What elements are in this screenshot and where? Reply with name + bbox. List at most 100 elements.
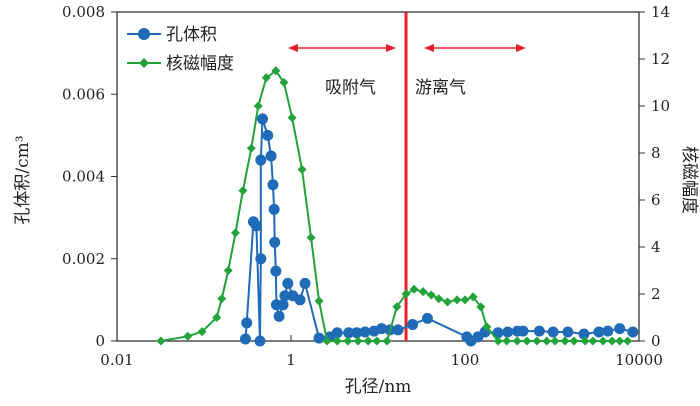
data-point-pore-volume — [359, 326, 371, 338]
data-point-nmr — [212, 313, 222, 322]
data-point-nmr — [246, 143, 256, 153]
data-point-nmr — [522, 336, 532, 346]
data-point-nmr — [314, 296, 324, 306]
data-point-pore-volume — [299, 277, 311, 289]
data-point-nmr — [156, 336, 166, 346]
data-point-nmr — [253, 101, 263, 111]
data-point-nmr — [332, 336, 342, 346]
data-point-pore-volume — [533, 325, 545, 337]
data-point-nmr — [452, 295, 462, 305]
data-point-nmr — [409, 284, 419, 294]
data-point-pore-volume — [294, 294, 306, 306]
data-point-pore-volume — [602, 325, 614, 337]
legend-label-pore-volume: 孔体积 — [166, 25, 217, 45]
data-point-pore-volume — [262, 129, 274, 141]
data-point-nmr — [482, 322, 492, 332]
y-left-tick-label: 0.008 — [62, 3, 105, 21]
y-axis-left-label: 孔体积/cm³ — [13, 135, 33, 224]
legend-label-nmr: 核磁幅度 — [166, 54, 234, 74]
data-point-pore-volume — [517, 325, 529, 337]
data-point-nmr — [363, 336, 373, 346]
data-point-pore-volume — [343, 327, 355, 339]
data-point-nmr — [598, 336, 608, 346]
data-point-nmr — [434, 294, 444, 304]
data-point-nmr — [580, 336, 590, 346]
y-axis-right-label: 核磁幅度 — [679, 146, 699, 214]
arrow-head-right — [516, 44, 526, 52]
data-point-nmr — [230, 228, 240, 238]
data-point-nmr — [392, 302, 402, 312]
data-point-pore-volume — [331, 327, 343, 339]
data-point-pore-volume — [502, 326, 514, 338]
data-point-nmr — [607, 336, 617, 346]
x-tick-label: 1 — [286, 351, 296, 369]
series-line-0 — [244, 118, 634, 343]
data-point-nmr — [512, 336, 522, 346]
data-point-nmr — [542, 336, 552, 346]
data-point-pore-volume — [578, 328, 590, 340]
data-point-pore-volume — [273, 310, 285, 322]
data-point-nmr — [493, 336, 503, 346]
data-point-pore-volume — [492, 327, 504, 339]
arrow-head-right — [386, 44, 396, 52]
data-point-nmr — [343, 336, 353, 346]
annotation-free-gas: 游离气 — [415, 78, 466, 98]
data-point-pore-volume — [254, 335, 266, 347]
free-gas-arrow — [424, 44, 526, 52]
data-point-pore-volume — [255, 253, 267, 265]
y-right-tick-label: 14 — [651, 3, 670, 21]
data-point-pore-volume — [267, 179, 279, 191]
data-point-pore-volume — [627, 326, 639, 338]
x-tick-label: 100 — [451, 351, 480, 369]
y-right-tick-label: 10 — [651, 97, 670, 115]
y-right-tick-label: 4 — [651, 238, 661, 256]
annotation-adsorbed-gas: 吸附气 — [325, 78, 376, 98]
data-point-nmr — [476, 302, 486, 312]
y-left-tick-label: 0.006 — [62, 85, 105, 103]
x-tick-label: 10000 — [615, 351, 663, 369]
y-right-tick-label: 8 — [651, 144, 661, 162]
data-point-pore-volume — [282, 277, 294, 289]
data-point-pore-volume — [351, 327, 363, 339]
data-point-nmr — [197, 327, 207, 337]
data-point-pore-volume — [269, 236, 281, 248]
legend: 孔体积 核磁幅度 — [127, 25, 234, 74]
data-point-nmr — [279, 78, 289, 87]
data-point-pore-volume — [240, 333, 252, 345]
arrow-head-left — [424, 44, 434, 52]
data-point-nmr — [401, 289, 411, 299]
data-point-pore-volume — [256, 113, 268, 125]
data-point-nmr — [223, 266, 233, 275]
data-point-pore-volume — [279, 290, 291, 302]
arrow-head-left — [288, 44, 298, 52]
data-point-pore-volume — [255, 154, 267, 166]
legend-marker-nmr — [139, 58, 149, 68]
data-point-nmr — [418, 287, 428, 297]
x-tick-label: 0.01 — [100, 351, 133, 369]
data-point-nmr — [183, 331, 193, 341]
data-point-pore-volume — [421, 312, 433, 324]
data-point-nmr — [443, 297, 453, 307]
x-axis-label: 孔径/nm — [345, 377, 412, 397]
y-right-tick-label: 6 — [651, 191, 661, 209]
data-point-nmr — [623, 336, 633, 346]
legend-marker-pore-volume — [138, 28, 150, 40]
y-right-tick-label: 12 — [651, 50, 670, 68]
y-right-tick-label: 0 — [651, 332, 661, 350]
data-point-nmr — [569, 336, 579, 346]
y-right-tick-label: 2 — [651, 285, 661, 303]
data-point-nmr — [287, 113, 297, 123]
data-point-nmr — [382, 336, 392, 346]
data-point-nmr — [468, 292, 478, 302]
data-point-nmr — [550, 336, 560, 346]
data-point-nmr — [261, 73, 271, 83]
y-left-tick-label: 0.004 — [62, 168, 105, 186]
y-left-tick-label: 0 — [95, 332, 105, 350]
data-point-pore-volume — [277, 299, 289, 311]
data-point-pore-volume — [265, 150, 277, 162]
y-left-tick-label: 0.002 — [62, 250, 105, 268]
series-line-1 — [160, 69, 628, 342]
data-point-nmr — [560, 336, 570, 346]
data-point-nmr — [532, 336, 542, 346]
